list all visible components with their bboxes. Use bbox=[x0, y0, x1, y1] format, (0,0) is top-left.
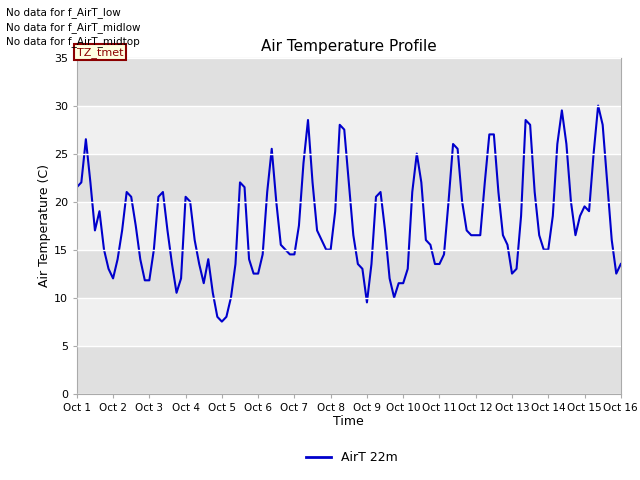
Bar bbox=[77, 346, 621, 394]
Bar bbox=[77, 106, 621, 154]
Text: TZ_tmet: TZ_tmet bbox=[77, 47, 124, 58]
Bar bbox=[77, 298, 621, 346]
Text: No data for f_AirT_midlow: No data for f_AirT_midlow bbox=[6, 22, 141, 33]
X-axis label: Time: Time bbox=[333, 415, 364, 429]
Title: Air Temperature Profile: Air Temperature Profile bbox=[261, 39, 436, 54]
Bar bbox=[77, 202, 621, 250]
Legend: AirT 22m: AirT 22m bbox=[301, 446, 403, 469]
Bar bbox=[77, 250, 621, 298]
Bar bbox=[77, 58, 621, 106]
Text: No data for f_AirT_low: No data for f_AirT_low bbox=[6, 7, 121, 18]
Y-axis label: Air Temperature (C): Air Temperature (C) bbox=[38, 164, 51, 287]
Bar bbox=[77, 154, 621, 202]
Text: No data for f_AirT_midtop: No data for f_AirT_midtop bbox=[6, 36, 140, 47]
